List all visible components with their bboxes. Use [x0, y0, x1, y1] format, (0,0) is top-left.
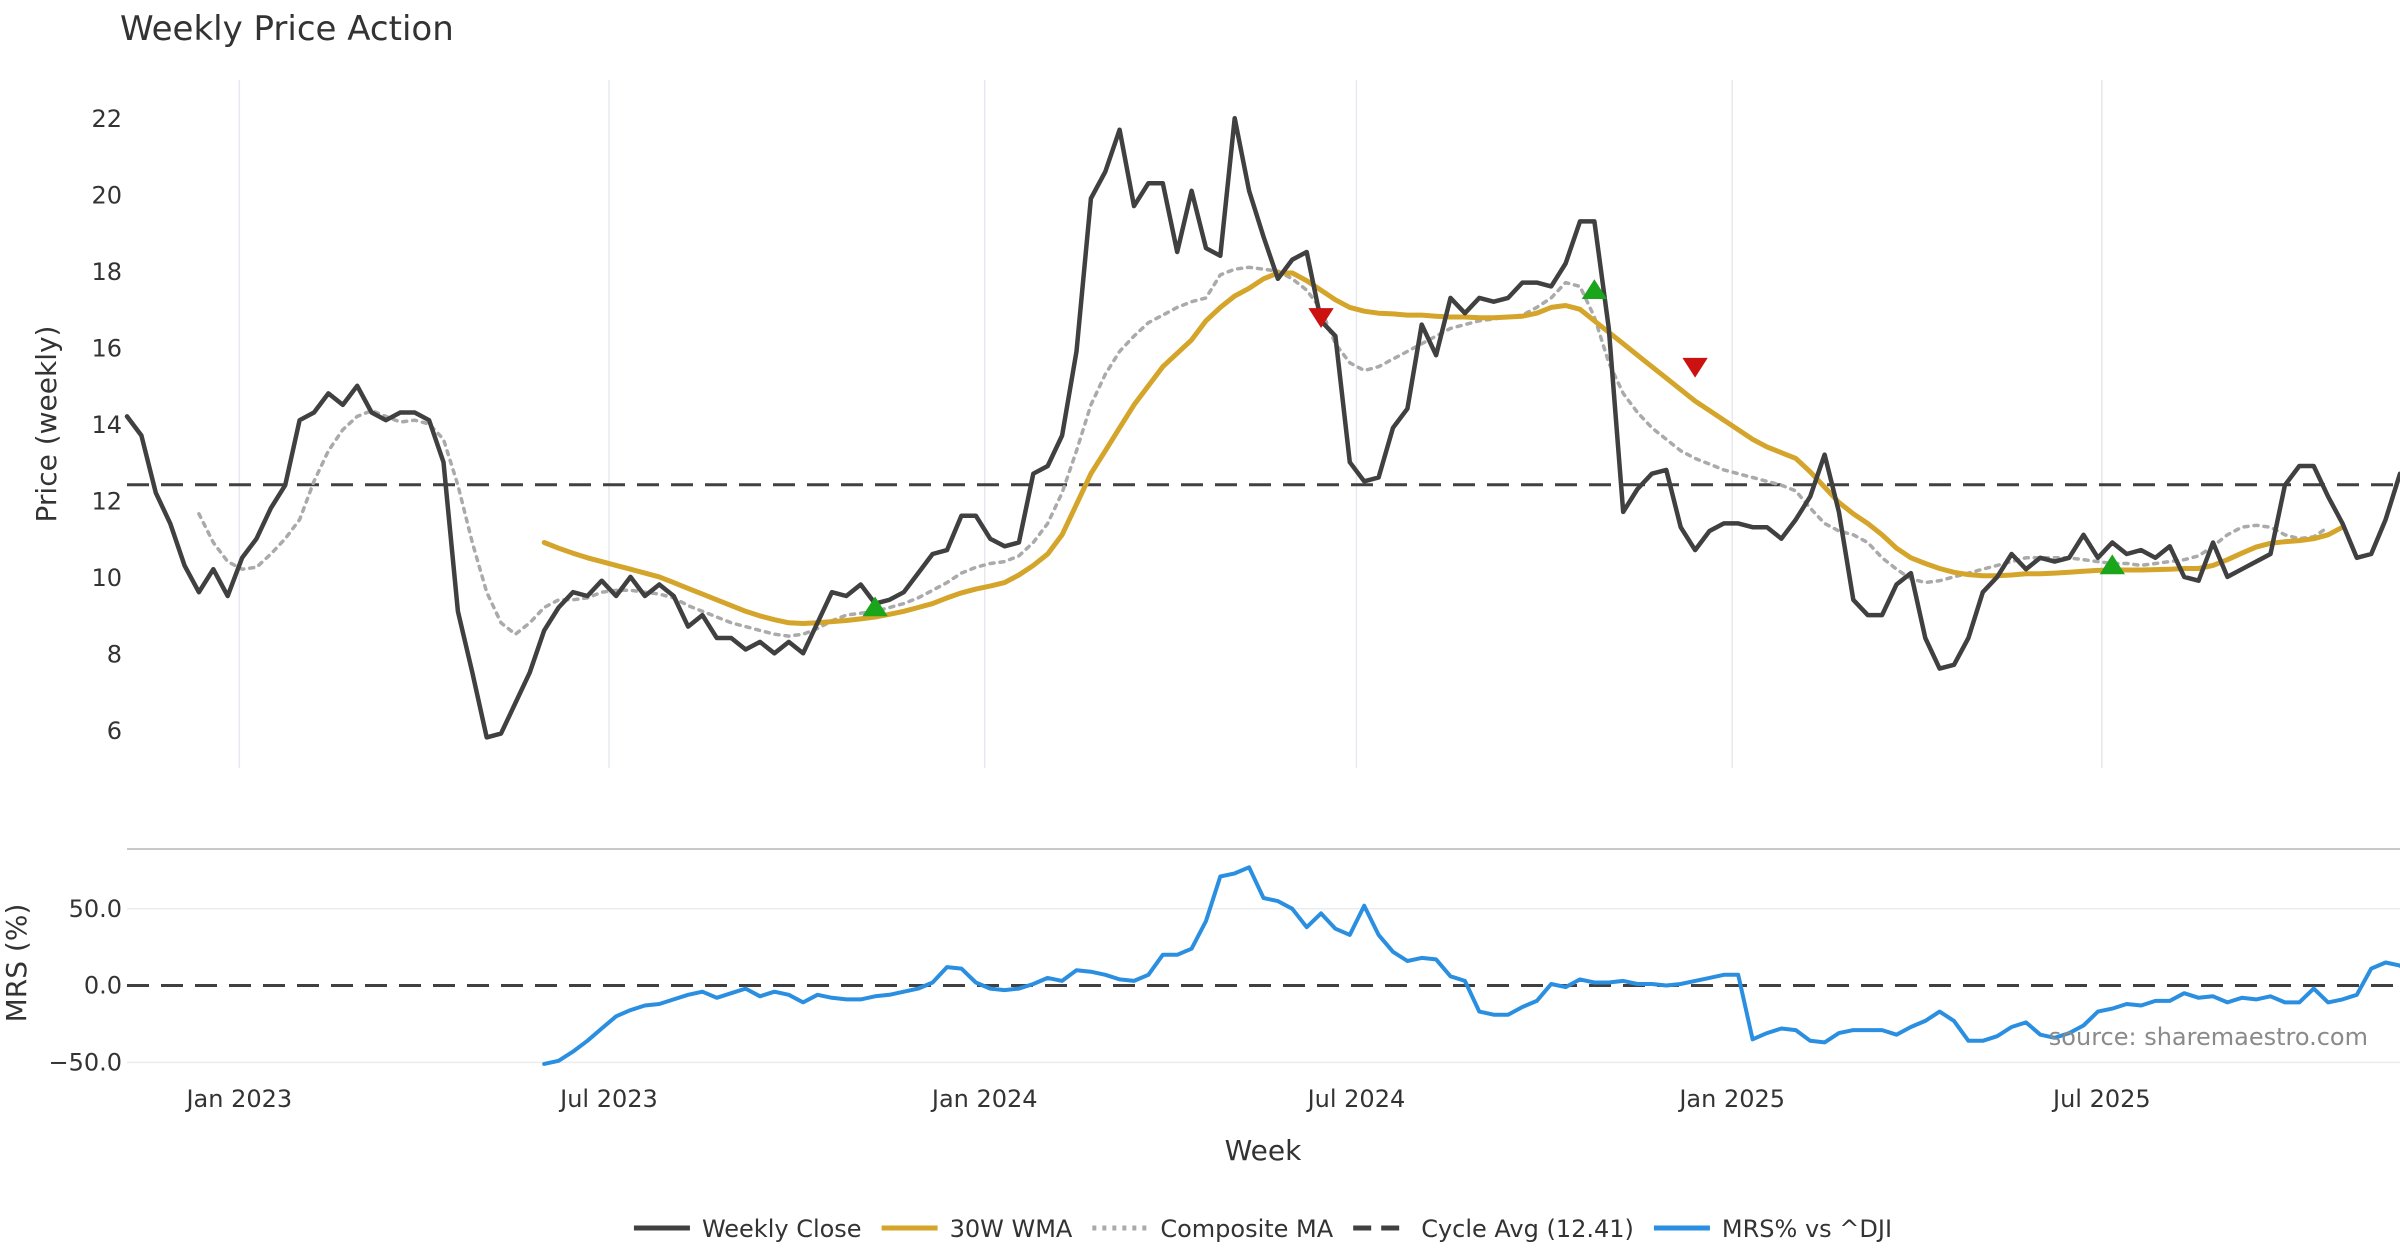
- weekly-close-line: [124, 115, 2400, 740]
- price-y-tick-label: 20: [91, 182, 122, 210]
- buy-signal-marker: [1581, 279, 1608, 300]
- legend: Weekly Close 30W WMA Composite MA Cycle Avg…: [633, 1215, 1892, 1243]
- wma-30w-line: [541, 270, 2345, 626]
- price-y-tick-label: 12: [91, 487, 122, 515]
- legend-label: Cycle Avg (12.41): [1421, 1215, 1634, 1243]
- legend-label: Composite MA: [1160, 1215, 1333, 1243]
- x-tick-label: Jul 2025: [2051, 1085, 2151, 1113]
- signal-markers: [862, 279, 2125, 617]
- legend-label: MRS% vs ^DJI: [1722, 1215, 1892, 1243]
- mrs-y-tick-label: −50.0: [48, 1048, 122, 1076]
- x-axis-title: Week: [1225, 1134, 1302, 1167]
- buy-signal-marker: [862, 596, 888, 617]
- buy-signal-marker: [2099, 554, 2125, 575]
- x-tick-label: Jul 2024: [1306, 1085, 1406, 1113]
- price-y-tick-label: 10: [91, 564, 122, 592]
- price-y-tick-label: 16: [91, 335, 122, 363]
- price-y-tick-label: 22: [91, 105, 122, 133]
- tick-labels: Jan 2023 Jul 2023 Jan 2024 Jul 2024 Jan 2025…: [48, 105, 2150, 1113]
- mrs-axis-title: MRS (%): [0, 904, 33, 1023]
- reference-lines: [127, 483, 2400, 988]
- x-tick-label: Jul 2023: [558, 1085, 658, 1113]
- x-tick-label: Jan 2025: [1677, 1085, 1785, 1113]
- mrs-y-tick-label: 0.0: [84, 972, 122, 1000]
- price-y-tick-label: 14: [91, 411, 122, 439]
- price-y-tick-label: 8: [107, 640, 122, 668]
- price-axis-title: Price (weekly): [30, 326, 63, 523]
- legend-label: Weekly Close: [702, 1215, 862, 1243]
- price-y-tick-label: 18: [91, 258, 122, 286]
- x-tick-label: Jan 2024: [930, 1085, 1038, 1113]
- sell-signal-marker: [1682, 357, 1708, 378]
- legend-label: 30W WMA: [950, 1215, 1073, 1243]
- series-layer: [124, 115, 2400, 1066]
- chart-title: Weekly Price Action: [120, 9, 454, 49]
- mrs-y-tick-label: 50.0: [69, 895, 122, 923]
- source-label: source: sharemaestro.com: [2049, 1023, 2368, 1051]
- composite-ma-line: [197, 265, 2330, 638]
- mrs-line: [542, 865, 2400, 1066]
- sell-signal-marker: [1308, 308, 1334, 328]
- price-y-tick-label: 6: [107, 717, 122, 745]
- x-tick-label: Jan 2023: [184, 1085, 292, 1113]
